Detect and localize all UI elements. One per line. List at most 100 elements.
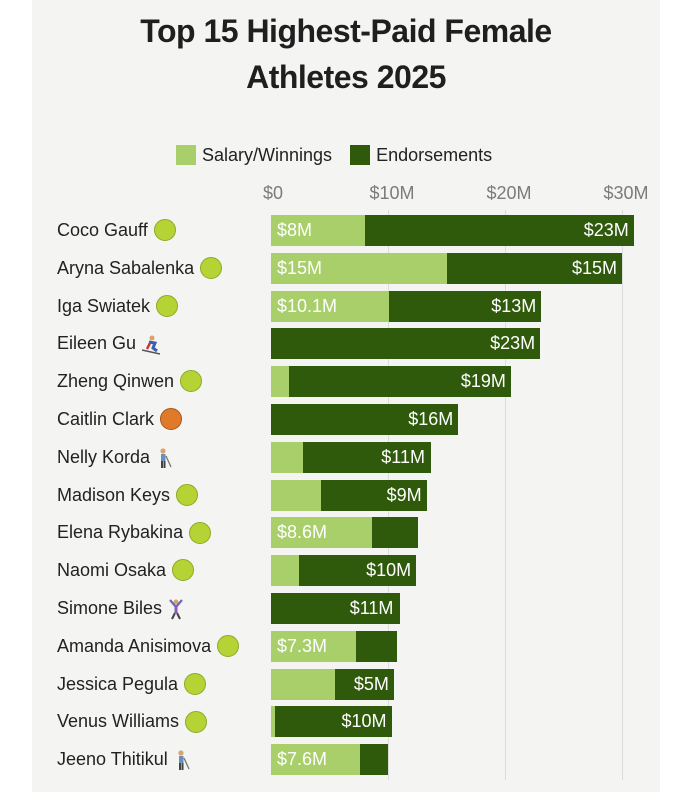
athlete-label: Elena Rybakina	[57, 517, 212, 547]
bar-endorsements	[271, 328, 541, 360]
legend-item-endorsements: Endorsements	[350, 145, 492, 166]
athlete-name: Naomi Osaka	[57, 560, 167, 581]
athlete-label: Naomi Osaka	[57, 555, 195, 585]
athlete-label: Zheng Qinwen	[57, 366, 203, 396]
bar-endorsements	[321, 479, 427, 511]
skier-icon	[140, 334, 161, 356]
legend-swatch-salary	[176, 145, 196, 165]
x-tick-label: $0	[262, 183, 284, 203]
bar-row: $10.1M $13M	[271, 290, 542, 322]
bar-row: $11M	[271, 441, 432, 473]
bar-row: $10M	[271, 555, 417, 587]
athlete-name: Aryna Sabalenka	[57, 257, 195, 278]
athlete-label: Aryna Sabalenka	[57, 253, 223, 283]
athlete-label: Venus Williams	[57, 706, 208, 736]
athlete-name: Eileen Gu	[57, 333, 137, 354]
bar-endorsements	[446, 252, 622, 284]
bar-salary	[271, 668, 336, 700]
bar-row: $11M	[271, 593, 400, 624]
bar-salary	[271, 479, 322, 511]
golfer-icon	[172, 749, 192, 771]
bar-endorsements	[299, 555, 417, 587]
endorsement-value-label: $19M	[460, 371, 506, 392]
tennis-ball-icon	[185, 710, 208, 733]
athlete-label: Jessica Pegula	[57, 669, 207, 699]
athlete-label: Coco Gauff	[57, 215, 176, 245]
bar-row: $9M	[271, 479, 427, 511]
basketball-icon	[160, 408, 183, 431]
bar-endorsements	[371, 517, 419, 549]
legend-label-endorsements: Endorsements	[376, 144, 493, 165]
x-tick-label: $20M	[486, 183, 532, 203]
salary-value-label: $8.6M	[277, 522, 328, 543]
bar-row: $8.6M	[271, 517, 419, 549]
endorsement-value-label: $10M	[366, 560, 412, 581]
legend: Salary/Winnings Endorsements	[176, 143, 510, 167]
bar-endorsements	[288, 366, 511, 398]
bar-salary	[271, 744, 360, 776]
bar-salary	[271, 366, 289, 398]
salary-value-label: $7.3M	[277, 635, 328, 656]
bar-salary	[271, 252, 447, 284]
tennis-ball-icon	[153, 219, 176, 242]
athlete-label: Iga Swiatek	[57, 291, 179, 321]
bar-endorsements	[356, 630, 398, 662]
bar-row: $16M	[271, 404, 459, 435]
bar-salary	[271, 706, 275, 738]
athlete-name: Amanda Anisimova	[57, 635, 212, 656]
bar-salary	[271, 517, 372, 549]
x-tick-label: $30M	[603, 183, 649, 203]
bar-row: $23M	[271, 328, 541, 360]
endorsement-value-label: $13M	[491, 295, 537, 316]
athlete-label: Eileen Gu	[57, 328, 161, 358]
endorsement-value-label: $23M	[490, 333, 536, 354]
legend-label-salary: Salary/Winnings	[202, 144, 333, 165]
athlete-name: Coco Gauff	[57, 220, 148, 240]
bar-row: $7.3M	[271, 630, 398, 662]
gridline-2	[505, 210, 506, 780]
bar-endorsements	[302, 441, 432, 473]
athlete-label: Nelly Korda	[57, 442, 174, 472]
tennis-ball-icon	[176, 483, 199, 506]
legend-item-salary: Salary/Winnings	[176, 145, 332, 166]
athlete-name: Caitlin Clark	[57, 409, 155, 429]
bar-salary	[271, 290, 390, 322]
bar-row: $19M	[271, 366, 511, 398]
bar-salary	[271, 215, 365, 246]
athlete-label: Caitlin Clark	[57, 404, 183, 434]
bar-endorsements	[359, 744, 388, 776]
tennis-ball-icon	[180, 370, 203, 393]
athlete-name: Iga Swiatek	[57, 295, 151, 316]
bar-endorsements	[274, 706, 392, 738]
bar-endorsements	[335, 668, 394, 700]
bar-row: $5M	[271, 668, 394, 700]
endorsement-value-label: $16M	[408, 409, 454, 429]
chart-title-line-1: Top 15 Highest-Paid Female	[140, 13, 552, 49]
athlete-label: Madison Keys	[57, 480, 199, 510]
tennis-ball-icon	[184, 672, 207, 695]
chart-title: Top 15 Highest-Paid Female Athletes 2025	[32, 8, 660, 100]
bar-endorsements	[389, 290, 542, 322]
legend-swatch-endorsements	[350, 145, 371, 165]
endorsement-value-label: $11M	[349, 598, 394, 618]
bar-row: $15M $15M	[271, 252, 622, 284]
athlete-name: Simone Biles	[57, 598, 163, 618]
chart-title-line-2: Athletes 2025	[246, 59, 446, 95]
salary-value-label: $8M	[277, 220, 313, 240]
endorsement-value-label: $15M	[572, 257, 618, 278]
endorsement-value-label: $10M	[341, 711, 387, 732]
athlete-name: Venus Williams	[57, 711, 180, 732]
salary-value-label: $15M	[277, 257, 323, 278]
endorsement-value-label: $23M	[583, 220, 629, 240]
endorsement-value-label: $11M	[381, 446, 425, 467]
athlete-name: Elena Rybakina	[57, 522, 184, 543]
athlete-name: Jessica Pegula	[57, 673, 179, 694]
athlete-name: Madison Keys	[57, 484, 171, 505]
bar-salary	[271, 441, 303, 473]
athlete-name: Jeeno Thitikul	[57, 749, 168, 770]
tennis-ball-icon	[156, 294, 179, 317]
bar-salary	[271, 555, 300, 587]
bar-row: $8M $23M	[271, 215, 634, 246]
athlete-name: Zheng Qinwen	[57, 371, 175, 392]
salary-value-label: $10.1M	[277, 295, 338, 316]
